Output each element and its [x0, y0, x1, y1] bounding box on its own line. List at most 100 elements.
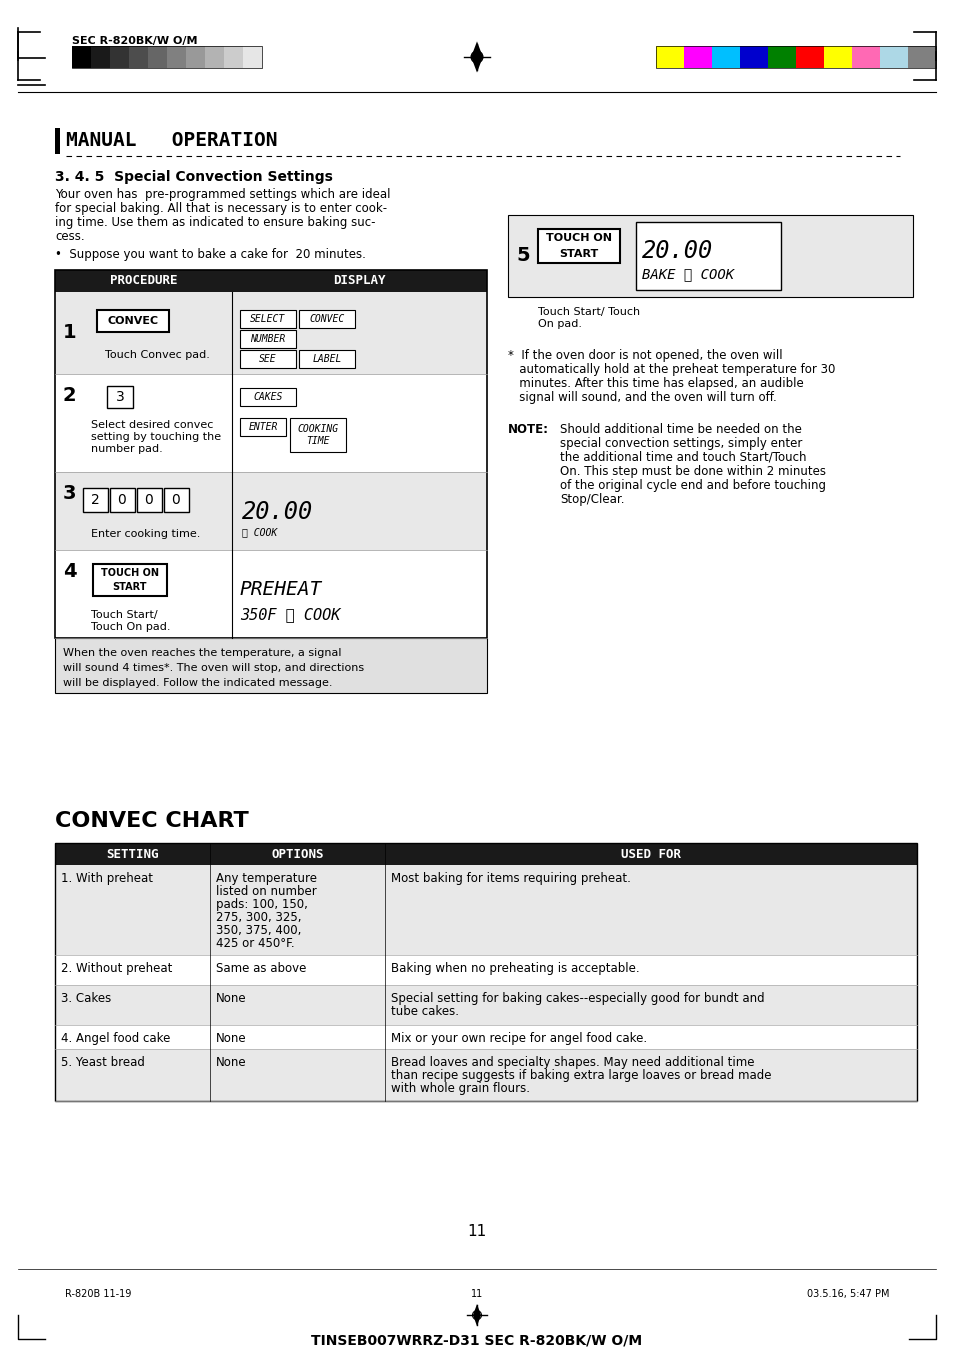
- Bar: [55, 985, 916, 1025]
- Text: 20.00: 20.00: [242, 500, 313, 524]
- Text: 20.00: 20.00: [641, 239, 713, 263]
- Text: 350F ★ COOK: 350F ★ COOK: [240, 608, 340, 623]
- Bar: [740, 46, 767, 68]
- Text: SEC R-820BK/W O/M: SEC R-820BK/W O/M: [71, 36, 197, 46]
- Bar: [507, 215, 912, 297]
- Text: Most baking for items requiring preheat.: Most baking for items requiring preheat.: [391, 873, 630, 885]
- Text: Enter cooking time.: Enter cooking time.: [91, 528, 200, 539]
- Text: 11: 11: [467, 1224, 486, 1239]
- Bar: [55, 128, 60, 154]
- Text: None: None: [215, 1032, 247, 1046]
- Text: 0: 0: [145, 493, 153, 507]
- Text: than recipe suggests if baking extra large loaves or bread made: than recipe suggests if baking extra lar…: [391, 1069, 771, 1082]
- Text: 3: 3: [115, 389, 124, 404]
- Text: PREHEAT: PREHEAT: [240, 580, 322, 598]
- Bar: [55, 270, 486, 292]
- Text: 350, 375, 400,: 350, 375, 400,: [215, 924, 301, 938]
- Text: 425 or 450°F.: 425 or 450°F.: [215, 938, 294, 950]
- Bar: [224, 46, 243, 68]
- Bar: [55, 292, 486, 374]
- Text: automatically hold at the preheat temperature for 30: automatically hold at the preheat temper…: [507, 363, 835, 376]
- Text: TOUCH ON: TOUCH ON: [101, 567, 159, 578]
- Text: None: None: [215, 993, 247, 1005]
- Text: SEE: SEE: [259, 354, 276, 363]
- Text: DISPLAY: DISPLAY: [333, 274, 385, 288]
- Text: 4. Angel food cake: 4. Angel food cake: [61, 1032, 171, 1046]
- Bar: [55, 1025, 916, 1050]
- Bar: [55, 843, 916, 866]
- Text: CONVEC: CONVEC: [309, 313, 344, 324]
- Text: Your oven has  pre-programmed settings which are ideal: Your oven has pre-programmed settings wh…: [55, 188, 390, 201]
- Text: SETTING: SETTING: [106, 848, 158, 861]
- Bar: [92, 563, 167, 596]
- Text: None: None: [215, 1056, 247, 1069]
- Bar: [71, 46, 91, 68]
- Text: will be displayed. Follow the indicated message.: will be displayed. Follow the indicated …: [63, 678, 333, 688]
- Bar: [110, 46, 129, 68]
- Text: Touch On pad.: Touch On pad.: [91, 621, 171, 631]
- Text: 2. Without preheat: 2. Without preheat: [61, 962, 172, 975]
- Text: will sound 4 times*. The oven will stop, and directions: will sound 4 times*. The oven will stop,…: [63, 662, 364, 673]
- Text: special convection settings, simply enter: special convection settings, simply ente…: [559, 436, 801, 450]
- Text: R-820B 11-19: R-820B 11-19: [65, 1289, 132, 1300]
- Text: 5. Yeast bread: 5. Yeast bread: [61, 1056, 145, 1069]
- Bar: [240, 417, 286, 436]
- Text: *  If the oven door is not opened, the oven will: * If the oven door is not opened, the ov…: [507, 349, 781, 362]
- Text: MANUAL   OPERATION: MANUAL OPERATION: [66, 131, 277, 150]
- Bar: [55, 638, 486, 693]
- Text: Select desired convec: Select desired convec: [91, 420, 213, 430]
- Text: 3. Cakes: 3. Cakes: [61, 993, 112, 1005]
- Bar: [91, 46, 110, 68]
- Text: BAKE ★ COOK: BAKE ★ COOK: [641, 266, 734, 281]
- Text: 3. 4. 5  Special Convection Settings: 3. 4. 5 Special Convection Settings: [55, 170, 333, 184]
- Text: OPTIONS: OPTIONS: [271, 848, 323, 861]
- Text: listed on number: listed on number: [215, 885, 316, 898]
- Text: 2: 2: [91, 493, 99, 507]
- Text: CONVEC: CONVEC: [108, 316, 158, 326]
- Bar: [83, 488, 108, 512]
- Text: 4: 4: [63, 562, 76, 581]
- Bar: [240, 350, 295, 367]
- Text: NOTE:: NOTE:: [507, 423, 548, 436]
- Text: of the original cycle end and before touching: of the original cycle end and before tou…: [559, 478, 825, 492]
- Text: number pad.: number pad.: [91, 443, 163, 454]
- Bar: [55, 843, 916, 1101]
- Bar: [164, 488, 189, 512]
- Bar: [55, 270, 486, 638]
- Bar: [823, 46, 851, 68]
- Polygon shape: [471, 42, 482, 73]
- Text: 1. With preheat: 1. With preheat: [61, 873, 152, 885]
- Text: TOUCH ON: TOUCH ON: [545, 232, 612, 243]
- Text: 3: 3: [63, 484, 76, 503]
- Text: 11: 11: [471, 1289, 482, 1300]
- Text: Should additional time be needed on the: Should additional time be needed on the: [559, 423, 801, 436]
- Text: •  Suppose you want to bake a cake for  20 minutes.: • Suppose you want to bake a cake for 20…: [55, 247, 366, 261]
- Text: Special setting for baking cakes--especially good for bundt and: Special setting for baking cakes--especi…: [391, 993, 763, 1005]
- Text: ★ COOK: ★ COOK: [242, 528, 277, 538]
- Bar: [240, 330, 295, 347]
- Text: minutes. After this time has elapsed, an audible: minutes. After this time has elapsed, an…: [507, 377, 803, 389]
- Bar: [711, 46, 740, 68]
- Text: 0: 0: [172, 493, 180, 507]
- Text: Touch Convec pad.: Touch Convec pad.: [105, 350, 210, 359]
- Text: CAKES: CAKES: [253, 392, 282, 401]
- Bar: [240, 309, 295, 328]
- Bar: [656, 46, 935, 68]
- Text: NUMBER: NUMBER: [250, 334, 285, 343]
- Bar: [129, 46, 148, 68]
- Bar: [879, 46, 907, 68]
- Text: COOKING
TIME: COOKING TIME: [297, 424, 338, 446]
- Text: setting by touching the: setting by touching the: [91, 432, 221, 442]
- Bar: [298, 350, 355, 367]
- Text: 2: 2: [63, 386, 76, 405]
- Text: ing time. Use them as indicated to ensure baking suc-: ing time. Use them as indicated to ensur…: [55, 216, 375, 228]
- Text: PROCEDURE: PROCEDURE: [110, 274, 177, 288]
- Bar: [636, 222, 781, 290]
- Bar: [167, 46, 186, 68]
- Bar: [795, 46, 823, 68]
- Bar: [537, 228, 619, 263]
- Text: for special baking. All that is necessary is to enter cook-: for special baking. All that is necessar…: [55, 201, 387, 215]
- Bar: [907, 46, 935, 68]
- Text: ENTER: ENTER: [248, 422, 277, 432]
- Bar: [243, 46, 262, 68]
